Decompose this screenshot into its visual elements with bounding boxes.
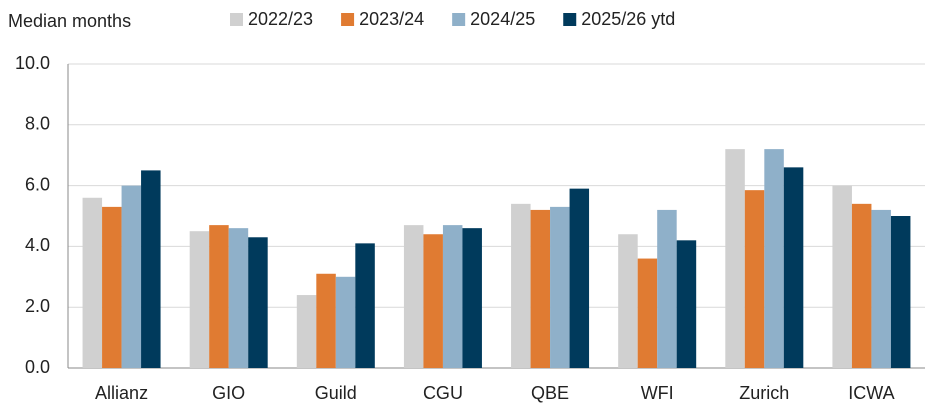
bar: [851, 203, 872, 368]
x-tick-label: Zurich: [739, 383, 789, 403]
y-tick-label: 0.0: [25, 357, 50, 377]
x-tick-label: Allianz: [95, 383, 148, 403]
bar: [189, 231, 210, 368]
bar: [511, 203, 531, 368]
legend-label: 2022/23: [248, 9, 313, 29]
bar: [403, 225, 424, 368]
bar: [550, 206, 570, 368]
legend-swatch: [452, 13, 466, 26]
y-tick-label: 4.0: [25, 235, 50, 255]
bar: [335, 276, 356, 368]
y-axis-label: Median months: [8, 11, 131, 31]
x-tick-label: ICWA: [848, 383, 894, 403]
bar: [248, 237, 268, 368]
y-tick-label: 8.0: [25, 114, 50, 134]
y-tick-label: 6.0: [25, 174, 50, 194]
bar: [102, 206, 122, 368]
bar: [355, 243, 375, 368]
bar: [890, 216, 911, 368]
bar: [296, 295, 317, 368]
bar: [871, 209, 891, 368]
bar: [121, 185, 142, 368]
legend-swatch: [341, 13, 355, 26]
bar: [657, 209, 677, 368]
bar: [82, 197, 103, 368]
x-tick-label: Guild: [315, 383, 357, 403]
x-tick-label: CGU: [423, 383, 463, 403]
x-tick-label: QBE: [531, 383, 569, 403]
x-tick-label: GIO: [212, 383, 245, 403]
bar: [228, 228, 249, 368]
x-tick-label: WFI: [641, 383, 674, 403]
bar: [764, 149, 784, 368]
bar: [569, 188, 590, 368]
bar: [462, 228, 482, 368]
bar: [141, 170, 161, 368]
bar: [530, 209, 551, 368]
bar: [442, 225, 463, 368]
bar: [783, 167, 804, 368]
bar: [832, 185, 852, 368]
bar: [618, 234, 638, 368]
bar: [209, 225, 229, 368]
legend-label: 2023/24: [359, 9, 424, 29]
bar: [725, 149, 745, 368]
legend-label: 2024/25: [470, 9, 535, 29]
bar: [676, 240, 697, 368]
y-tick-label: 2.0: [25, 296, 50, 316]
legend-swatch: [230, 13, 243, 26]
bar: [744, 190, 765, 368]
bar: [637, 258, 658, 368]
bar: [316, 273, 336, 368]
bar: [423, 234, 443, 368]
legend-swatch: [563, 13, 577, 26]
y-tick-label: 10.0: [15, 53, 50, 73]
legend-label: 2025/26 ytd: [581, 9, 675, 29]
